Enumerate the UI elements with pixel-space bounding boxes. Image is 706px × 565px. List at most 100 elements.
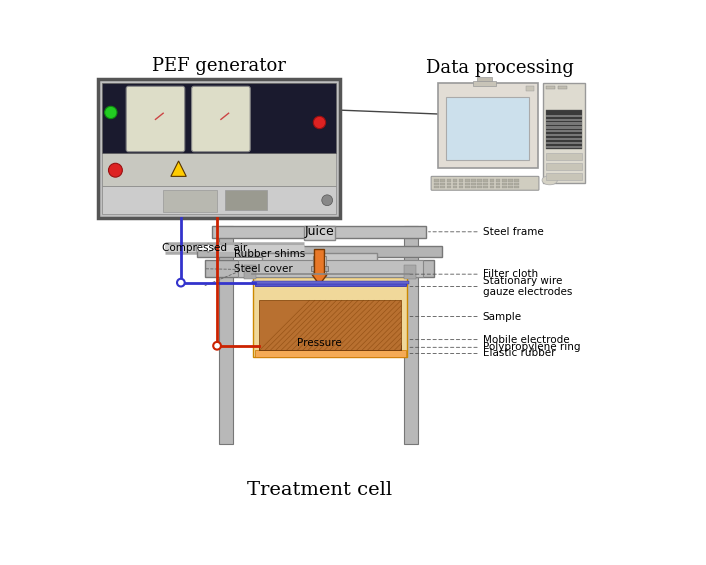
Bar xyxy=(259,345,401,350)
Bar xyxy=(477,186,482,188)
Text: Stationary wire
gauze electrodes: Stationary wire gauze electrodes xyxy=(410,276,572,297)
Bar xyxy=(225,190,267,210)
Bar xyxy=(546,146,582,148)
FancyBboxPatch shape xyxy=(191,86,250,152)
Bar xyxy=(220,225,233,444)
Bar xyxy=(546,153,582,160)
Bar xyxy=(253,277,407,357)
Bar xyxy=(558,85,568,89)
FancyArrow shape xyxy=(312,250,327,285)
Ellipse shape xyxy=(542,176,558,185)
Bar xyxy=(441,186,445,188)
Text: Polypropylene ring: Polypropylene ring xyxy=(410,342,580,353)
Bar xyxy=(502,180,507,182)
Bar xyxy=(546,130,582,132)
Bar xyxy=(508,182,513,185)
Bar xyxy=(102,83,337,214)
Bar xyxy=(514,180,519,182)
Bar xyxy=(102,153,337,186)
Bar xyxy=(490,180,494,182)
Bar xyxy=(441,182,445,185)
Bar xyxy=(546,127,582,129)
Bar xyxy=(244,265,256,279)
Circle shape xyxy=(322,195,333,206)
Bar xyxy=(212,225,426,238)
Bar xyxy=(441,180,445,182)
Text: Filter cloth: Filter cloth xyxy=(410,269,538,279)
Text: Sample: Sample xyxy=(410,311,522,321)
Circle shape xyxy=(177,279,185,286)
Bar xyxy=(484,186,488,188)
Bar xyxy=(163,190,217,212)
Bar xyxy=(205,260,434,277)
Bar xyxy=(446,186,451,188)
Bar xyxy=(438,83,538,168)
Bar xyxy=(471,180,476,182)
Text: Compressed  air: Compressed air xyxy=(162,243,247,253)
FancyArrow shape xyxy=(196,244,215,253)
Bar xyxy=(252,281,409,284)
Bar xyxy=(546,142,582,144)
Bar xyxy=(496,182,501,185)
FancyBboxPatch shape xyxy=(126,86,185,152)
FancyBboxPatch shape xyxy=(431,176,539,190)
Bar xyxy=(465,182,469,185)
Bar xyxy=(304,227,335,240)
Bar xyxy=(546,110,582,149)
Bar xyxy=(496,180,501,182)
Bar xyxy=(446,182,451,185)
Bar xyxy=(514,182,519,185)
Bar xyxy=(471,186,476,188)
Bar xyxy=(434,180,439,182)
Bar xyxy=(445,97,529,160)
Bar xyxy=(471,182,476,185)
Bar xyxy=(484,182,488,185)
Bar xyxy=(453,180,457,182)
Bar xyxy=(543,83,585,183)
Text: Steel cover: Steel cover xyxy=(234,264,293,274)
Bar xyxy=(473,81,496,85)
Bar xyxy=(546,134,582,136)
Text: Pressure: Pressure xyxy=(297,338,342,347)
Bar xyxy=(546,115,582,117)
Bar xyxy=(526,85,534,91)
Text: Mobile electrode: Mobile electrode xyxy=(410,334,569,345)
Bar xyxy=(404,265,417,279)
Bar xyxy=(446,180,451,182)
Text: Juice: Juice xyxy=(304,224,335,237)
Bar xyxy=(465,180,469,182)
Bar xyxy=(546,123,582,125)
Bar xyxy=(502,182,507,185)
Circle shape xyxy=(104,106,117,119)
Text: PEF generator: PEF generator xyxy=(152,56,285,75)
Bar xyxy=(313,256,325,277)
Bar xyxy=(453,182,457,185)
Bar xyxy=(502,186,507,188)
Bar xyxy=(546,163,582,170)
Text: Data processing: Data processing xyxy=(426,59,573,77)
Bar xyxy=(197,246,442,257)
Bar xyxy=(546,119,582,121)
Bar xyxy=(546,85,555,89)
Bar xyxy=(490,186,494,188)
Text: Elastic rubber: Elastic rubber xyxy=(410,349,555,358)
Bar xyxy=(102,83,337,153)
Bar xyxy=(465,186,469,188)
Circle shape xyxy=(109,163,122,177)
Bar xyxy=(97,79,340,218)
Bar xyxy=(490,182,494,185)
Bar xyxy=(477,77,492,81)
Bar xyxy=(477,182,482,185)
Bar xyxy=(459,182,463,185)
Bar xyxy=(102,186,337,214)
Bar xyxy=(259,301,401,350)
Bar xyxy=(459,180,463,182)
Bar xyxy=(255,282,406,286)
Bar xyxy=(255,350,406,357)
Bar xyxy=(453,186,457,188)
Bar xyxy=(404,225,418,444)
Bar xyxy=(508,180,513,182)
Bar xyxy=(477,180,482,182)
Bar xyxy=(312,225,327,240)
Text: Rubber shims: Rubber shims xyxy=(234,249,305,259)
